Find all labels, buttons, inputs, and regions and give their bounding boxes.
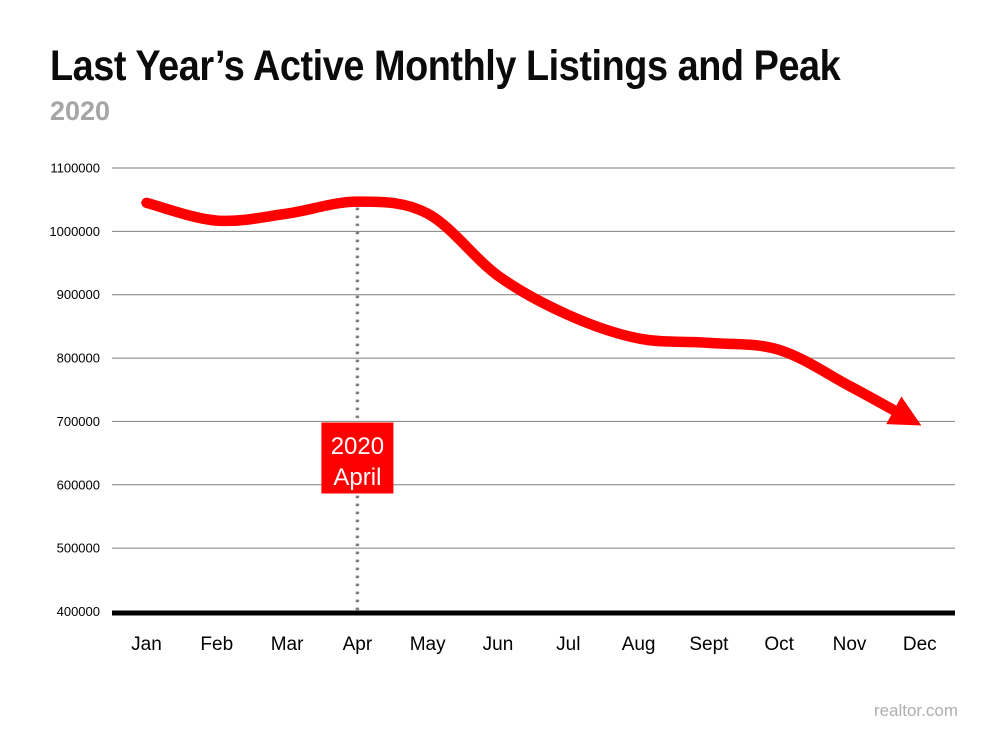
x-tick-label: Sept [689,634,729,655]
y-tick-label: 1000000 [49,224,100,239]
y-tick-label: 1100000 [50,161,100,176]
y-tick-label: 800000 [57,351,100,366]
x-tick-label: Mar [271,634,304,655]
x-tick-label: May [410,634,446,655]
watermark: realtor.com [873,701,958,720]
x-tick-label: Apr [343,634,373,655]
peak-annotation-text: 2020 [331,433,384,460]
x-tick-label: Oct [764,634,794,655]
peak-annotation-text: April [333,464,381,491]
y-tick-label: 900000 [57,287,100,302]
x-tick-label: Aug [622,634,656,655]
y-tick-label: 600000 [57,477,100,492]
x-tick-label: Nov [833,634,867,655]
x-tick-label: Jul [556,634,580,655]
y-tick-label: 400000 [57,604,100,619]
x-tick-label: Feb [200,634,233,655]
x-tick-label: Dec [903,634,937,655]
x-tick-label: Jan [131,634,162,655]
chart-title: Last Year’s Active Monthly Listings and … [50,42,841,90]
peak-annotation-box [321,422,394,494]
y-tick-label: 500000 [57,541,100,556]
listings-trend-line [141,196,922,426]
chart-subtitle: 2020 [50,96,111,126]
y-tick-label: 700000 [57,414,100,429]
x-tick-label: Jun [483,634,514,655]
